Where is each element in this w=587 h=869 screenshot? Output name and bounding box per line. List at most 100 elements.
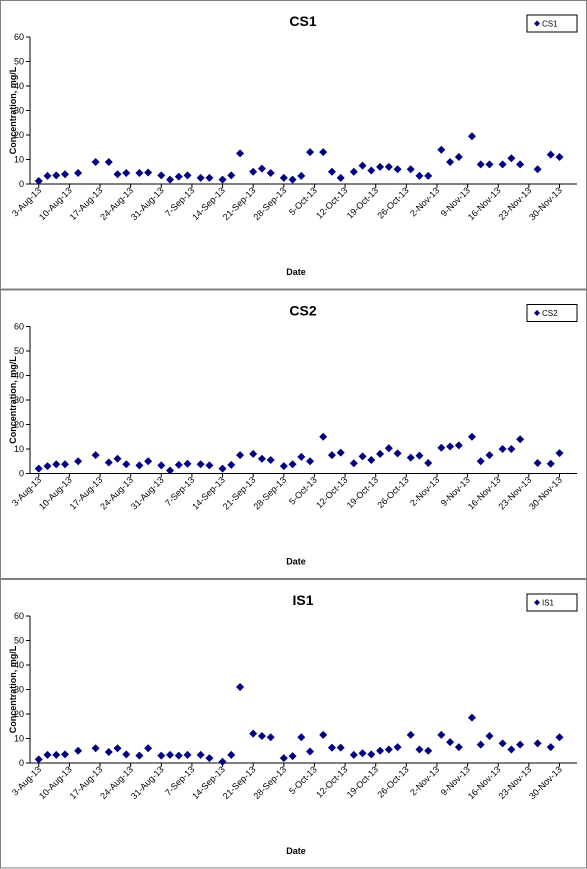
- data-point: [367, 750, 376, 759]
- data-point: [498, 445, 507, 453]
- data-point: [498, 160, 507, 169]
- data-point: [196, 750, 205, 759]
- data-point: [61, 460, 70, 469]
- data-point: [349, 459, 358, 468]
- data-point: [288, 460, 297, 469]
- data-point: [218, 757, 227, 766]
- data-point: [498, 739, 507, 748]
- data-point: [406, 730, 415, 739]
- data-point: [34, 464, 43, 473]
- data-point: [393, 743, 402, 752]
- data-point: [183, 171, 192, 180]
- data-point: [467, 713, 476, 722]
- y-tick-label: 0: [19, 179, 24, 189]
- x-tick-label: 28-Sep-13: [251, 185, 288, 222]
- y-tick-label: 40: [14, 371, 24, 381]
- y-tick-label: 60: [14, 322, 24, 332]
- data-point: [104, 458, 113, 467]
- x-tick-label: 31-Aug-13: [129, 475, 166, 512]
- data-point: [205, 461, 214, 470]
- data-point: [34, 177, 43, 186]
- legend-label: CS1: [542, 20, 558, 29]
- data-point: [196, 173, 205, 182]
- data-point: [205, 754, 214, 763]
- data-point: [376, 746, 385, 755]
- data-point: [135, 461, 144, 470]
- data-point: [336, 448, 345, 457]
- data-point: [157, 461, 166, 470]
- y-tick-label: 40: [14, 660, 24, 670]
- data-point: [266, 168, 275, 177]
- y-tick-label: 50: [14, 636, 24, 646]
- x-tick-label: 19-Oct-13: [345, 185, 380, 220]
- data-point: [104, 157, 113, 166]
- data-point: [415, 451, 424, 460]
- data-point: [166, 175, 175, 184]
- x-axis-title: Date: [286, 846, 306, 856]
- data-point: [196, 460, 205, 469]
- data-point: [288, 752, 297, 761]
- y-tick-label: 20: [14, 130, 24, 140]
- x-tick-label: 26-Oct-13: [375, 475, 410, 510]
- data-point: [43, 750, 52, 759]
- y-tick-label: 20: [14, 709, 24, 719]
- data-point: [227, 460, 236, 469]
- data-point: [61, 750, 70, 759]
- y-axis-title: Concentration, mg/L: [8, 645, 18, 733]
- x-tick-label: 12-Oct-13: [314, 185, 349, 220]
- data-point: [555, 449, 564, 458]
- data-point: [424, 746, 433, 755]
- y-tick-label: 30: [14, 395, 24, 405]
- y-tick-label: 10: [14, 734, 24, 744]
- legend-marker: [534, 599, 540, 606]
- data-point: [266, 733, 275, 742]
- data-point: [454, 153, 463, 162]
- data-point: [507, 745, 516, 754]
- data-point: [52, 460, 61, 469]
- data-point: [454, 743, 463, 752]
- data-point: [437, 443, 446, 452]
- data-point: [52, 171, 61, 180]
- data-point: [327, 743, 336, 752]
- legend-label: CS2: [542, 309, 558, 318]
- x-tick-label: 30-Nov-13: [527, 185, 564, 222]
- y-tick-label: 10: [14, 444, 24, 454]
- data-point: [349, 167, 358, 176]
- data-point: [446, 738, 455, 747]
- data-point: [236, 683, 245, 692]
- data-point: [393, 449, 402, 458]
- data-point: [406, 453, 415, 462]
- data-point: [135, 168, 144, 177]
- data-point: [476, 457, 485, 466]
- data-point: [555, 153, 564, 162]
- data-point: [358, 749, 367, 758]
- data-point: [336, 743, 345, 752]
- data-point: [446, 442, 455, 451]
- data-point: [297, 171, 306, 180]
- data-point: [507, 154, 516, 163]
- chart-title: IS1: [292, 592, 313, 608]
- x-tick-label: 12-Oct-13: [314, 764, 349, 799]
- data-point: [122, 460, 131, 469]
- data-point: [43, 171, 52, 180]
- data-point: [257, 454, 266, 463]
- data-point: [91, 451, 100, 460]
- data-point: [218, 464, 227, 473]
- data-point: [144, 744, 153, 753]
- legend-box: [526, 14, 578, 33]
- data-point: [454, 441, 463, 450]
- y-tick-label: 30: [14, 685, 24, 695]
- data-point: [174, 751, 183, 760]
- data-point: [546, 459, 555, 468]
- data-point: [485, 732, 494, 741]
- data-point: [135, 751, 144, 760]
- data-point: [218, 175, 227, 184]
- data-point: [306, 747, 315, 756]
- y-tick-label: 10: [14, 155, 24, 165]
- data-point: [113, 454, 122, 463]
- data-point: [157, 171, 166, 180]
- data-point: [546, 150, 555, 159]
- data-point: [104, 747, 113, 756]
- data-point: [424, 458, 433, 467]
- data-point: [485, 451, 494, 460]
